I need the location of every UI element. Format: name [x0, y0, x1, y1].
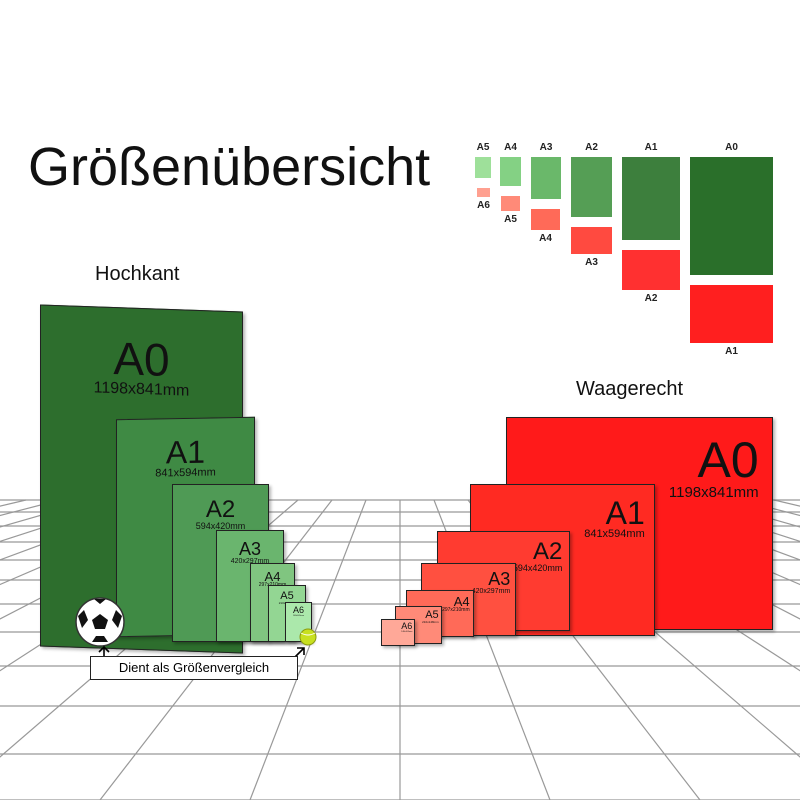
sheet-dimensions: 210x148mm	[422, 620, 439, 625]
legend-label: A5	[504, 214, 517, 225]
legend-portrait-A2	[571, 157, 612, 217]
sheet-name: A1	[165, 434, 206, 471]
legend-landscape-A1	[690, 285, 773, 343]
sheet-name: A2	[533, 538, 563, 565]
sheet-name: A4	[453, 593, 470, 609]
sheet-name: A5	[280, 589, 294, 602]
sheet-name: A6	[292, 605, 304, 616]
legend-portrait-A1	[622, 157, 680, 240]
sheet-name: A4	[264, 569, 281, 585]
legend-landscape-A5	[501, 196, 520, 211]
sheet-name: A0	[113, 332, 170, 387]
legend-portrait-A0	[690, 157, 773, 275]
landscape-sheet-A6: A6 148x105mm	[381, 619, 415, 646]
sheet-name: A2	[205, 495, 236, 523]
comparison-caption: Dient als Größenvergleich	[90, 656, 298, 680]
legend-label: A5	[476, 142, 490, 153]
sheet-name: A1	[605, 495, 645, 532]
sheet-dimensions: 420x297mm	[230, 557, 270, 565]
sheet-dimensions: 594x420mm	[512, 563, 563, 573]
legend-label: A3	[585, 257, 598, 268]
page-title: Größenübersicht	[28, 137, 431, 197]
legend-portrait-A5	[475, 157, 491, 178]
legend-label: A0	[725, 142, 738, 153]
legend-landscape-A6	[477, 188, 490, 197]
legend-landscape-A2	[622, 250, 680, 290]
tennis-ball-icon	[299, 628, 317, 646]
legend-label: A4	[504, 142, 517, 153]
sheet-name: A0	[697, 432, 759, 489]
sheet-name: A6	[401, 621, 413, 632]
landscape-heading: Waagerecht	[576, 378, 684, 400]
legend-landscape-A3	[571, 227, 612, 254]
sheet-dimensions: 297x210mm	[442, 606, 470, 613]
portrait-heading: Hochkant	[95, 263, 180, 285]
legend-label: A6	[477, 200, 490, 211]
legend-label: A3	[539, 142, 553, 153]
sheet-dimensions: 148x105mm	[401, 631, 413, 634]
legend-label: A2	[644, 293, 658, 304]
sheet-dimensions: 841x594mm	[584, 528, 645, 541]
sheet-name: A5	[425, 609, 439, 622]
sheet-dimensions: 594x420mm	[195, 520, 246, 531]
legend-label: A1	[644, 142, 658, 153]
legend-label: A1	[725, 346, 738, 357]
legend-label: A4	[539, 233, 552, 244]
legend-portrait-A4	[500, 157, 521, 186]
sheet-dimensions: 148x105mm	[292, 615, 304, 618]
legend-landscape-A4	[531, 209, 560, 230]
sheet-name: A3	[488, 568, 511, 589]
sheet-dimensions: 420x297mm	[471, 587, 511, 595]
sheet-dimensions: 841x594mm	[155, 466, 216, 480]
sheet-name: A3	[238, 538, 262, 559]
sheet-dimensions: 1198x841mm	[668, 484, 759, 502]
soccer-ball-icon	[75, 597, 125, 647]
legend-label: A2	[585, 142, 598, 153]
legend-portrait-A3	[531, 157, 561, 199]
